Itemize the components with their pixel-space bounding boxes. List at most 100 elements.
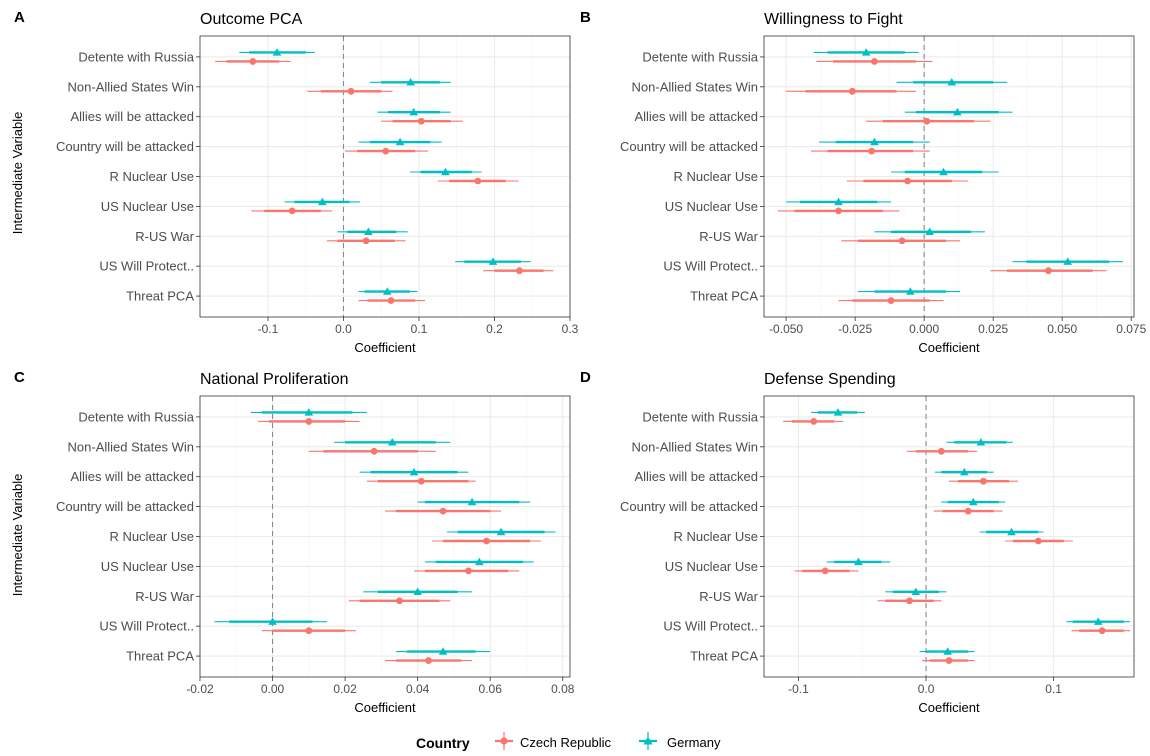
legend-swatch-czech — [495, 732, 513, 750]
point-estimate-triangle — [911, 587, 921, 595]
panel-letter: B — [580, 9, 591, 26]
point-estimate-triangle — [939, 167, 948, 176]
legend-title: Country — [416, 735, 470, 751]
point-estimate-triangle — [854, 557, 863, 566]
point-estimate-circle — [417, 117, 425, 125]
point-estimate-triangle — [475, 557, 484, 566]
point-estimate-circle — [305, 627, 313, 635]
y-tick-label: US Will Protect.. — [663, 619, 758, 634]
y-tick-label: Country will be attacked — [620, 499, 758, 514]
y-tick-label: R Nuclear Use — [109, 529, 194, 544]
point-estimate-circle — [821, 567, 829, 575]
point-estimate-triangle — [438, 647, 448, 655]
y-tick-label: R-US War — [699, 229, 758, 244]
y-tick-label: US Will Protect.. — [99, 259, 194, 274]
point-estimate-circle — [347, 87, 355, 95]
point-estimate-circle — [465, 567, 472, 575]
point-estimate-circle — [439, 507, 447, 515]
x-tick-label: -0.02 — [186, 682, 214, 696]
panel-title: Willingness to Fight — [764, 11, 903, 28]
point-estimate-circle — [904, 177, 911, 185]
y-tick-label: Country will be attacked — [56, 499, 194, 514]
point-estimate-circle — [382, 147, 390, 155]
point-estimate-triangle — [947, 78, 957, 86]
y-tick-label: Detente with Russia — [78, 409, 194, 424]
point-estimate-triangle — [387, 438, 397, 446]
point-estimate-circle — [370, 447, 378, 455]
point-estimate-triangle — [441, 167, 450, 176]
x-tick-label: 0.08 — [551, 682, 575, 696]
y-tick-label: Country will be attacked — [620, 139, 758, 154]
point-estimate-triangle — [406, 78, 415, 86]
panel-letter: D — [580, 369, 591, 386]
point-estimate-circle — [945, 657, 953, 664]
x-tick-label: 0.1 — [1045, 682, 1062, 696]
point-estimate-triangle — [906, 287, 915, 295]
y-tick-label: Detente with Russia — [78, 49, 194, 64]
series-germany — [214, 408, 556, 655]
panel-a: Detente with Russia Non-Allied States Win… — [14, 9, 579, 355]
point-estimate-triangle — [943, 647, 953, 655]
y-tick-label: Threat PCA — [690, 649, 758, 664]
x-tick-label: 0.075 — [1116, 322, 1146, 336]
point-estimate-triangle — [925, 227, 934, 235]
x-tick-label: 0.00 — [261, 682, 285, 696]
point-estimate-triangle — [861, 48, 871, 56]
point-estimate-circle — [871, 58, 878, 65]
point-estimate-triangle — [834, 197, 843, 206]
y-tick-label: Threat PCA — [126, 289, 194, 304]
panels: Detente with Russia Non-Allied States Win… — [14, 9, 1147, 715]
x-tick-label: 0.06 — [479, 682, 503, 696]
point-estimate-triangle — [318, 197, 327, 206]
point-estimate-triangle — [960, 467, 969, 476]
panel-letter: C — [14, 369, 25, 386]
panel-letter: A — [14, 9, 25, 26]
point-estimate-circle — [1098, 627, 1106, 635]
point-estimate-triangle — [467, 497, 477, 506]
y-axis-label-bottom: Intermediate Variable — [10, 474, 25, 597]
x-axis-title: Coefficient — [354, 700, 416, 715]
point-estimate-circle — [835, 207, 842, 215]
y-tick-label: US Will Protect.. — [663, 259, 758, 274]
x-tick-label: -0.025 — [838, 322, 872, 336]
y-tick-label: R Nuclear Use — [109, 169, 194, 184]
y-tick-label: R-US War — [135, 589, 194, 604]
y-tick-label: Non-Allied States Win — [68, 79, 194, 94]
x-tick-label: 0.000 — [909, 322, 939, 336]
x-tick-label: 0.0 — [918, 682, 935, 696]
point-estimate-triangle — [364, 227, 373, 235]
y-tick-label: Threat PCA — [126, 649, 194, 664]
point-estimate-triangle — [1007, 527, 1016, 536]
point-estimate-circle — [417, 477, 425, 485]
y-tick-label: US Nuclear Use — [665, 199, 758, 214]
point-estimate-triangle — [496, 527, 506, 536]
series-czech-republic — [215, 58, 554, 304]
y-tick-label: R Nuclear Use — [673, 529, 758, 544]
x-tick-label: 0.02 — [333, 682, 357, 696]
x-tick-label: 0.04 — [406, 682, 430, 696]
point-estimate-circle — [1045, 267, 1052, 275]
panel-title: Defense Spending — [764, 371, 896, 388]
point-estimate-triangle — [304, 408, 314, 416]
point-estimate-triangle — [409, 467, 419, 476]
series-czech-republic — [258, 418, 541, 664]
y-tick-label: US Nuclear Use — [101, 559, 194, 574]
y-tick-label: R Nuclear Use — [673, 169, 758, 184]
y-tick-label: Detente with Russia — [642, 409, 758, 424]
y-tick-label: US Nuclear Use — [101, 199, 194, 214]
y-tick-label: Allies will be attacked — [634, 109, 758, 124]
point-estimate-triangle — [968, 497, 978, 506]
point-estimate-triangle — [382, 287, 392, 295]
point-estimate-circle — [387, 297, 395, 304]
y-tick-label: R-US War — [699, 589, 758, 604]
point-estimate-circle — [868, 147, 876, 155]
point-estimate-circle — [898, 237, 906, 245]
x-axis-title: Coefficient — [354, 340, 416, 355]
x-tick-label: -0.050 — [769, 322, 803, 336]
x-axis-title: Coefficient — [918, 700, 980, 715]
series-germany — [811, 408, 1131, 655]
panel-c: Detente with Russia Non-Allied States Win… — [14, 369, 575, 715]
point-estimate-circle — [980, 477, 987, 485]
point-estimate-circle — [474, 177, 482, 185]
